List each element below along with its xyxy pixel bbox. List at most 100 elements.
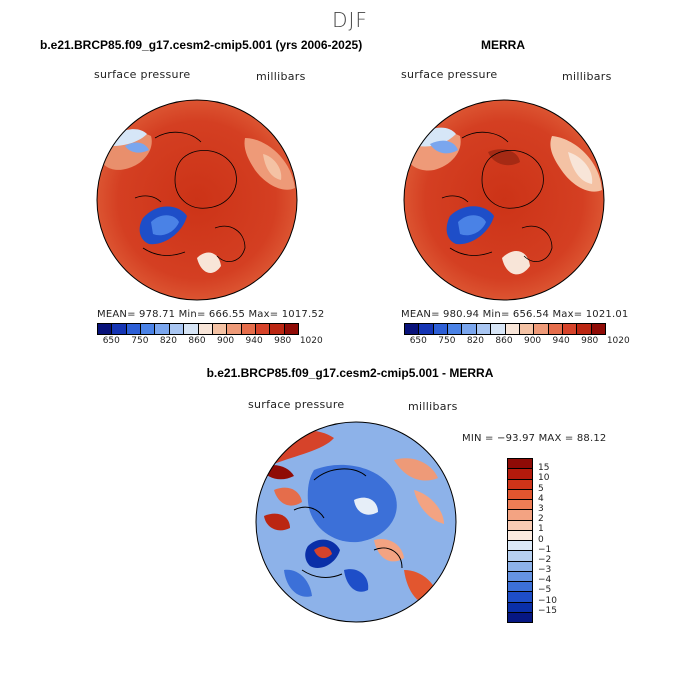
obs-panel-title: MERRA <box>481 38 525 52</box>
diff-colorbar-swatch <box>508 510 532 521</box>
diff-colorbar-tick-label: 10 <box>538 473 550 484</box>
diff-colorbar-tick-label: −10 <box>538 595 557 606</box>
model-greenland-core-region <box>151 215 179 236</box>
diff-colorbar-tick-label: −4 <box>538 575 552 586</box>
obs-colorbar-swatch <box>491 324 506 334</box>
diff-pole-neutral-region <box>354 497 378 515</box>
diff-colorbar-swatch <box>508 520 532 531</box>
model-colorbar-swatch <box>112 324 127 334</box>
obs-colorbar <box>404 323 606 335</box>
model-panel-title: b.e21.BRCP85.f09_g17.cesm2-cmip5.001 (yr… <box>40 38 363 52</box>
diff-colorbar-tick-label: 0 <box>538 534 544 545</box>
obs-stats: MEAN= 980.94 Min= 656.54 Max= 1021.01 <box>401 309 629 320</box>
obs-colorbar-tick-label: 820 <box>466 336 485 346</box>
diff-alaska-positive-region <box>394 458 438 481</box>
model-ocean-field <box>97 100 297 300</box>
obs-colorbar-ticks: 650 750 820 860 900 940 980 1020 <box>404 336 630 348</box>
diff-colorbar <box>507 458 533 623</box>
diff-colorbar-tick-label: 5 <box>538 483 544 494</box>
obs-colorbar-tick-label: 980 <box>581 336 599 346</box>
model-coastline-3 <box>214 225 246 262</box>
model-coastline-2 <box>154 131 202 143</box>
diff-colorbar-swatch <box>508 489 532 500</box>
model-colorbar-swatch <box>141 324 156 334</box>
model-colorbar-swatch <box>126 324 142 334</box>
obs-colorbar-tick-label: 900 <box>523 336 542 346</box>
obs-rockies-high-region <box>568 152 593 184</box>
obs-colorbar-swatch <box>548 324 563 334</box>
model-colorbar-swatch <box>284 324 299 334</box>
model-colorbar-tick-label: 1020 <box>299 336 323 346</box>
model-colorbar-swatch <box>169 324 185 334</box>
diff-colorbar-tick-label: 4 <box>538 493 544 504</box>
diff-coastlines <box>293 468 403 578</box>
model-polar-map <box>96 99 298 301</box>
model-colorbar-swatch <box>98 324 113 334</box>
diff-negative-patch-1 <box>284 569 312 597</box>
diff-positive-patch-2 <box>264 513 290 531</box>
model-colorbar-swatch <box>198 324 213 334</box>
diff-variable-label: surface pressure <box>248 398 345 411</box>
diff-colorbar-tick-label: −2 <box>538 554 552 565</box>
obs-siberian-high-region <box>488 149 520 166</box>
diff-panel-title: b.e21.BRCP85.f09_g17.cesm2-cmip5.001 - M… <box>206 366 494 380</box>
diff-colorbar-swatch <box>508 582 532 593</box>
diff-arctic-negative-region <box>307 464 397 543</box>
obs-units-label: millibars <box>562 70 612 83</box>
model-variable-label: surface pressure <box>94 68 191 81</box>
obs-colorbar-swatch <box>462 324 477 334</box>
obs-coastline <box>481 150 544 209</box>
obs-colorbar-swatch <box>562 324 578 334</box>
diff-colorbar-swatch <box>508 561 532 572</box>
model-colorbar-swatch <box>241 324 256 334</box>
obs-polar-map <box>403 99 605 301</box>
model-rockies-high-region <box>263 154 282 180</box>
diff-colorbar-swatch <box>508 571 532 582</box>
obs-colorbar-swatch <box>519 324 535 334</box>
obs-colorbar-swatch <box>577 324 592 334</box>
model-colorbar-swatch <box>270 324 285 334</box>
diff-polar-map <box>255 421 457 623</box>
obs-colorbar-swatch <box>505 324 520 334</box>
diff-stats: MIN = −93.97 MAX = 88.12 <box>462 433 607 444</box>
diff-colorbar-tick-label: −5 <box>538 585 552 596</box>
model-colorbar-ticks: 650 750 820 860 900 940 980 1020 <box>97 336 323 348</box>
model-colorbar-tick-label: 750 <box>131 336 149 346</box>
obs-colorbar-swatch <box>433 324 449 334</box>
model-colorbar-swatch <box>155 324 170 334</box>
diff-colorbar-swatch <box>508 459 532 470</box>
obs-map-border <box>403 99 605 301</box>
obs-coastline-3 <box>521 225 553 262</box>
model-colorbar-swatch <box>184 324 199 334</box>
diff-positive-patch-1 <box>274 487 302 506</box>
model-stats: MEAN= 978.71 Min= 666.55 Max= 1017.52 <box>97 309 325 320</box>
obs-colorbar-swatch <box>591 324 606 334</box>
model-tibet-core-region <box>125 142 149 153</box>
obs-colorbar-tick-label: 750 <box>438 336 456 346</box>
figure-season-title: DJF <box>332 8 368 32</box>
obs-colorbar-swatch <box>419 324 434 334</box>
diff-colorbar-tick-label: 1 <box>538 524 544 535</box>
model-colorbar-swatch <box>227 324 242 334</box>
model-colorbar-tick-label: 900 <box>216 336 235 346</box>
obs-colorbar-tick-label: 860 <box>495 336 513 346</box>
obs-colorbar-swatch <box>405 324 420 334</box>
diff-colorbar-swatch <box>508 541 532 552</box>
diff-colorbar-ticks: 15 10 5 4 3 2 1 0 −1 −2 −3 −4 −5 −10 −15 <box>538 458 578 621</box>
model-colorbar <box>97 323 299 335</box>
diff-colorbar-swatch <box>508 500 532 511</box>
model-norway-region <box>197 252 221 273</box>
obs-colorbar-tick-label: 650 <box>409 336 427 346</box>
diff-colorbar-tick-label: 15 <box>538 463 550 474</box>
diff-colorbar-swatch <box>508 551 532 562</box>
diff-greenland-positive-patch <box>314 546 332 559</box>
diff-europe-positive-region <box>374 538 404 562</box>
model-colorbar-tick-label: 650 <box>102 336 120 346</box>
diff-map-border <box>255 421 457 623</box>
diff-colorbar-swatch <box>508 612 532 622</box>
model-colorbar-tick-label: 980 <box>274 336 292 346</box>
obs-colorbar-swatch <box>534 324 549 334</box>
diff-colorbar-tick-label: −3 <box>538 565 552 576</box>
diff-colorbar-tick-label: −1 <box>538 544 552 555</box>
obs-greenland-core-region <box>458 215 486 236</box>
